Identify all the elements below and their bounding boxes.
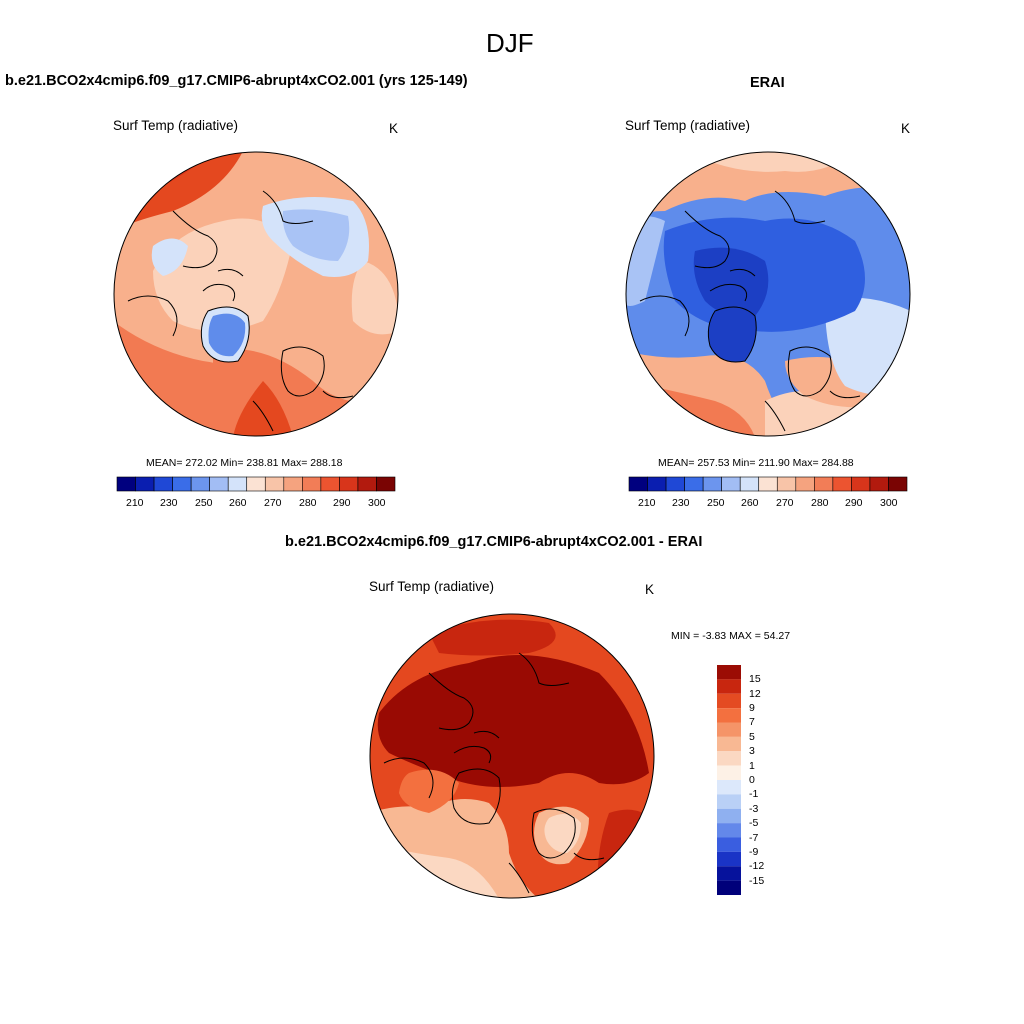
model-colorbar bbox=[116, 476, 396, 492]
colorbar-swatch bbox=[814, 476, 834, 492]
colorbar-swatch bbox=[283, 476, 303, 492]
model-stats: MEAN= 272.02 Min= 238.81 Max= 288.18 bbox=[146, 457, 343, 469]
colorbar-swatch bbox=[717, 708, 741, 723]
colorbar-swatch bbox=[153, 476, 173, 492]
colorbar-swatch bbox=[851, 476, 871, 492]
diff-unit-label: K bbox=[645, 582, 655, 597]
colorbar-swatch bbox=[717, 665, 741, 680]
diff-tick-label: 0 bbox=[749, 774, 755, 786]
colorbar-swatch bbox=[190, 476, 210, 492]
colorbar-swatch bbox=[320, 476, 340, 492]
model-tick-label: 250 bbox=[195, 497, 213, 509]
diff-tick-label: -7 bbox=[749, 832, 759, 844]
diff-tick-label: -12 bbox=[749, 860, 765, 872]
colorbar-swatch bbox=[717, 823, 741, 838]
model-tick-label: 210 bbox=[126, 497, 144, 509]
colorbar-swatch bbox=[717, 851, 741, 867]
diff-tick-label: 5 bbox=[749, 731, 755, 743]
colorbar-swatch bbox=[869, 476, 889, 492]
colorbar-swatch bbox=[717, 837, 741, 852]
obs-tick-label: 280 bbox=[811, 497, 829, 509]
colorbar-swatch bbox=[717, 751, 741, 766]
colorbar-swatch bbox=[246, 476, 266, 492]
figure-title: DJF bbox=[486, 28, 534, 58]
colorbar-swatch bbox=[758, 476, 778, 492]
model-map bbox=[113, 151, 399, 437]
diff-tick-label: -5 bbox=[749, 817, 759, 829]
colorbar-swatch bbox=[717, 679, 741, 694]
colorbar-swatch bbox=[135, 476, 155, 492]
colorbar-swatch bbox=[628, 476, 648, 492]
colorbar-swatch bbox=[717, 794, 741, 809]
colorbar-swatch bbox=[209, 476, 229, 492]
obs-tick-label: 270 bbox=[776, 497, 794, 509]
obs-tick-label: 230 bbox=[672, 497, 690, 509]
colorbar-swatch bbox=[116, 476, 136, 492]
colorbar-swatch bbox=[264, 476, 285, 492]
model-tick-label: 270 bbox=[264, 497, 282, 509]
diff-map bbox=[369, 613, 655, 899]
diff-tick-label: -3 bbox=[749, 803, 759, 815]
colorbar-swatch bbox=[721, 476, 741, 492]
obs-tick-label: 300 bbox=[880, 497, 898, 509]
obs-tick-label: 290 bbox=[845, 497, 863, 509]
obs-tick-label: 210 bbox=[638, 497, 656, 509]
colorbar-swatch bbox=[702, 476, 722, 492]
colorbar-swatch bbox=[302, 476, 322, 492]
diff-stats: MIN = -3.83 MAX = 54.27 bbox=[671, 630, 791, 642]
model-variable-label: Surf Temp (radiative) bbox=[113, 118, 239, 133]
colorbar-swatch bbox=[647, 476, 667, 492]
colorbar-swatch bbox=[739, 476, 760, 492]
obs-map bbox=[625, 151, 911, 437]
colorbar-swatch bbox=[717, 866, 741, 881]
obs-unit-label: K bbox=[901, 121, 911, 136]
diff-tick-label: -1 bbox=[749, 788, 759, 800]
colorbar-swatch bbox=[717, 880, 741, 896]
diff-colorbar bbox=[717, 665, 741, 896]
colorbar-swatch bbox=[376, 476, 396, 492]
colorbar-swatch bbox=[717, 808, 741, 824]
diff-tick-label: 3 bbox=[749, 745, 755, 757]
colorbar-swatch bbox=[172, 476, 192, 492]
obs-colorbar bbox=[628, 476, 908, 492]
colorbar-swatch bbox=[717, 765, 741, 781]
colorbar-swatch bbox=[227, 476, 248, 492]
diff-tick-label: 7 bbox=[749, 716, 755, 728]
diff-tick-label: -15 bbox=[749, 875, 765, 887]
colorbar-swatch bbox=[832, 476, 852, 492]
colorbar-swatch bbox=[357, 476, 377, 492]
model-tick-label: 280 bbox=[299, 497, 317, 509]
colorbar-swatch bbox=[665, 476, 685, 492]
model-unit-label: K bbox=[389, 121, 399, 136]
model-panel-header: b.e21.BCO2x4cmip6.f09_g17.CMIP6-abrupt4x… bbox=[5, 73, 468, 89]
model-tick-label: 260 bbox=[229, 497, 247, 509]
obs-stats: MEAN= 257.53 Min= 211.90 Max= 284.88 bbox=[658, 457, 854, 469]
model-tick-label: 290 bbox=[333, 497, 351, 509]
colorbar-swatch bbox=[776, 476, 797, 492]
obs-variable-label: Surf Temp (radiative) bbox=[625, 118, 751, 133]
obs-tick-label: 250 bbox=[707, 497, 725, 509]
diff-tick-label: -9 bbox=[749, 846, 759, 858]
colorbar-swatch bbox=[717, 693, 741, 709]
model-tick-label: 230 bbox=[160, 497, 178, 509]
colorbar-swatch bbox=[684, 476, 704, 492]
colorbar-swatch bbox=[717, 722, 741, 737]
diff-variable-label: Surf Temp (radiative) bbox=[369, 579, 495, 594]
colorbar-swatch bbox=[339, 476, 359, 492]
diff-tick-label: 9 bbox=[749, 702, 755, 714]
obs-tick-label: 260 bbox=[741, 497, 759, 509]
colorbar-swatch bbox=[717, 736, 741, 752]
diff-panel-header: b.e21.BCO2x4cmip6.f09_g17.CMIP6-abrupt4x… bbox=[285, 534, 703, 550]
obs-panel-header: ERAI bbox=[750, 75, 785, 91]
diff-tick-label: 15 bbox=[749, 673, 761, 685]
diff-tick-label: 1 bbox=[749, 760, 755, 772]
colorbar-swatch bbox=[888, 476, 908, 492]
diff-tick-label: 12 bbox=[749, 688, 761, 700]
colorbar-swatch bbox=[717, 780, 741, 795]
model-tick-label: 300 bbox=[368, 497, 386, 509]
colorbar-swatch bbox=[795, 476, 815, 492]
